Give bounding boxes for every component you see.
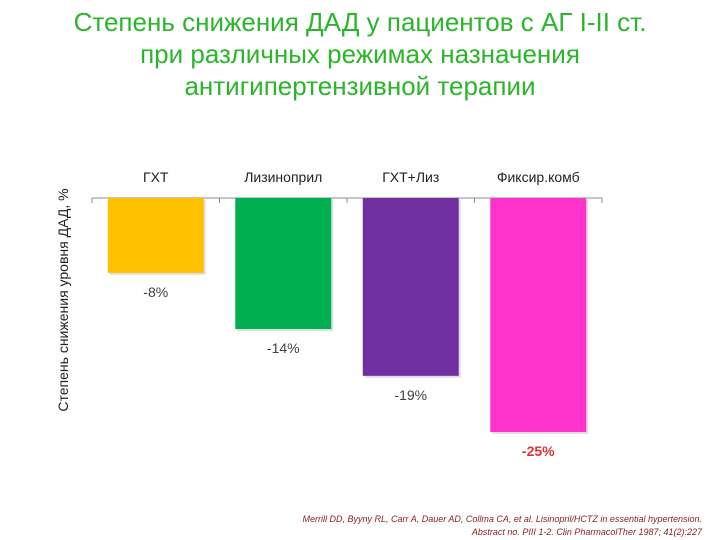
y-axis-title: Степень снижения уровня ДАД, % xyxy=(55,188,71,411)
category-label: ГХТ xyxy=(143,169,169,185)
bar-4 xyxy=(490,198,587,432)
value-label: -19% xyxy=(394,387,427,403)
reference-line-1: Merrill DD, Byyny RL, Carr A, Dauer AD, … xyxy=(302,514,702,524)
category-label: ГХТ+Лиз xyxy=(382,169,439,185)
title-line-2: при различных режимах назначения xyxy=(140,39,580,69)
reference-citation: Merrill DD, Byyny RL, Carr A, Dauer AD, … xyxy=(182,513,702,539)
bar-1 xyxy=(107,198,204,273)
category-label: Лизиноприл xyxy=(244,169,322,185)
value-label: -25% xyxy=(522,443,555,459)
title-line-1: Степень снижения ДАД у пациентов с АГ I-… xyxy=(73,7,647,37)
reference-line-2: Abstract no. PIII 1-2. Clin PharmacolThe… xyxy=(471,527,702,537)
title-line-3: антигипертензивной терапии xyxy=(184,71,536,101)
bar-3 xyxy=(362,198,459,376)
bar-2 xyxy=(235,198,332,330)
slide-title: Степень снижения ДАД у пациентов с АГ I-… xyxy=(20,6,700,102)
value-label: -14% xyxy=(267,340,300,356)
category-label: Фиксир.комб xyxy=(497,169,580,185)
value-label: -8% xyxy=(143,284,168,300)
